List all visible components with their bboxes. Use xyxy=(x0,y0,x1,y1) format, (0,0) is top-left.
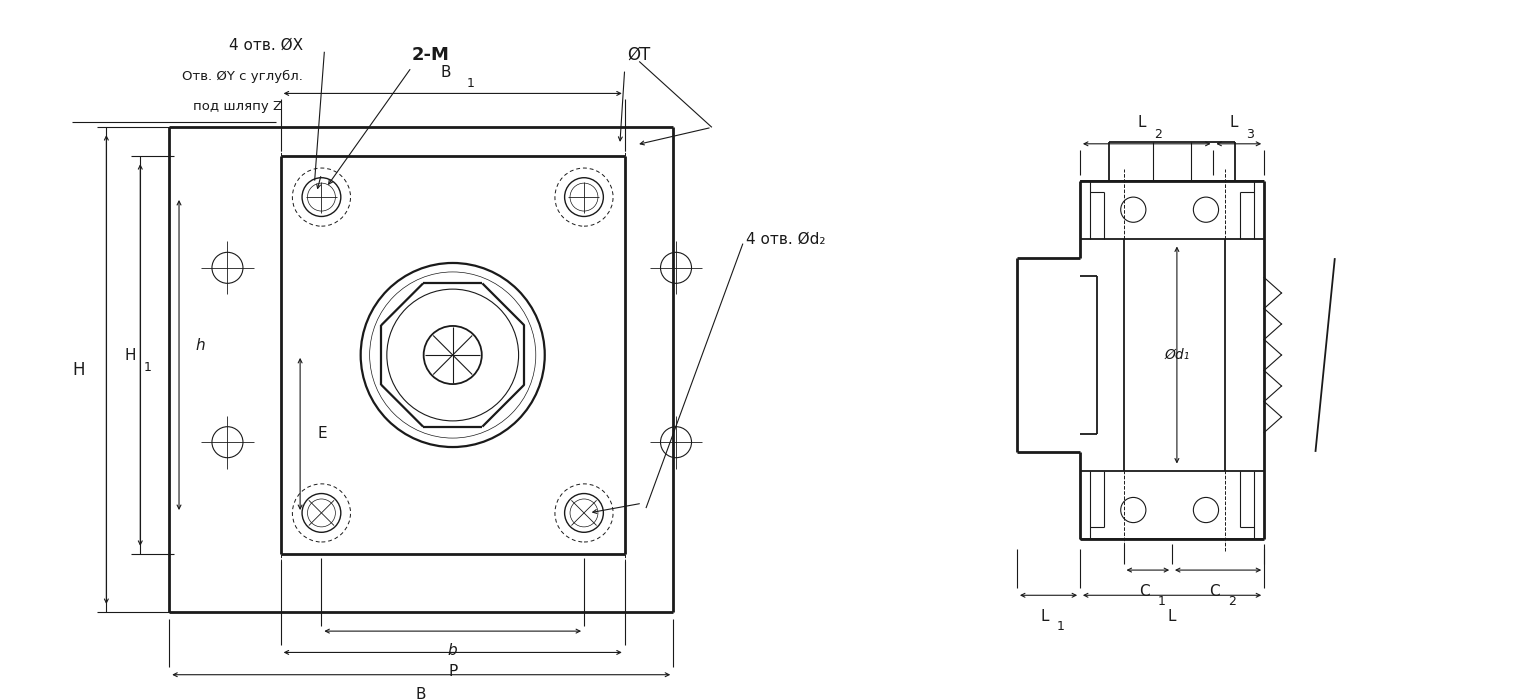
Text: 4 отв. Ød₂: 4 отв. Ød₂ xyxy=(745,231,825,246)
Text: 4 отв. ØX: 4 отв. ØX xyxy=(229,38,303,52)
Text: 2: 2 xyxy=(1227,594,1235,608)
Text: b: b xyxy=(448,643,457,658)
Text: C: C xyxy=(1138,584,1149,599)
Text: Ød₁: Ød₁ xyxy=(1164,348,1189,362)
Text: E: E xyxy=(317,426,326,442)
Text: P: P xyxy=(448,664,457,679)
Text: 1: 1 xyxy=(1056,620,1064,633)
Text: 2-М: 2-М xyxy=(413,46,450,64)
Text: 1: 1 xyxy=(145,361,152,374)
Text: 1: 1 xyxy=(467,77,474,90)
Text: 1: 1 xyxy=(1158,594,1166,608)
Text: H: H xyxy=(125,347,137,363)
Text: под шляпу Z: под шляпу Z xyxy=(192,99,282,113)
Text: B: B xyxy=(440,64,451,80)
Text: Отв. ØY с углубл.: Отв. ØY с углубл. xyxy=(182,71,302,83)
Text: H: H xyxy=(72,360,85,379)
Text: L: L xyxy=(1167,609,1177,624)
Text: L: L xyxy=(1138,115,1146,130)
Text: 2: 2 xyxy=(1155,127,1163,141)
Text: h: h xyxy=(196,338,205,353)
Text: B: B xyxy=(416,687,427,700)
Text: L: L xyxy=(1041,609,1049,624)
Text: L: L xyxy=(1230,115,1238,130)
Text: 3: 3 xyxy=(1246,127,1255,141)
Text: ØT: ØT xyxy=(628,46,651,64)
Text: C: C xyxy=(1209,584,1220,599)
